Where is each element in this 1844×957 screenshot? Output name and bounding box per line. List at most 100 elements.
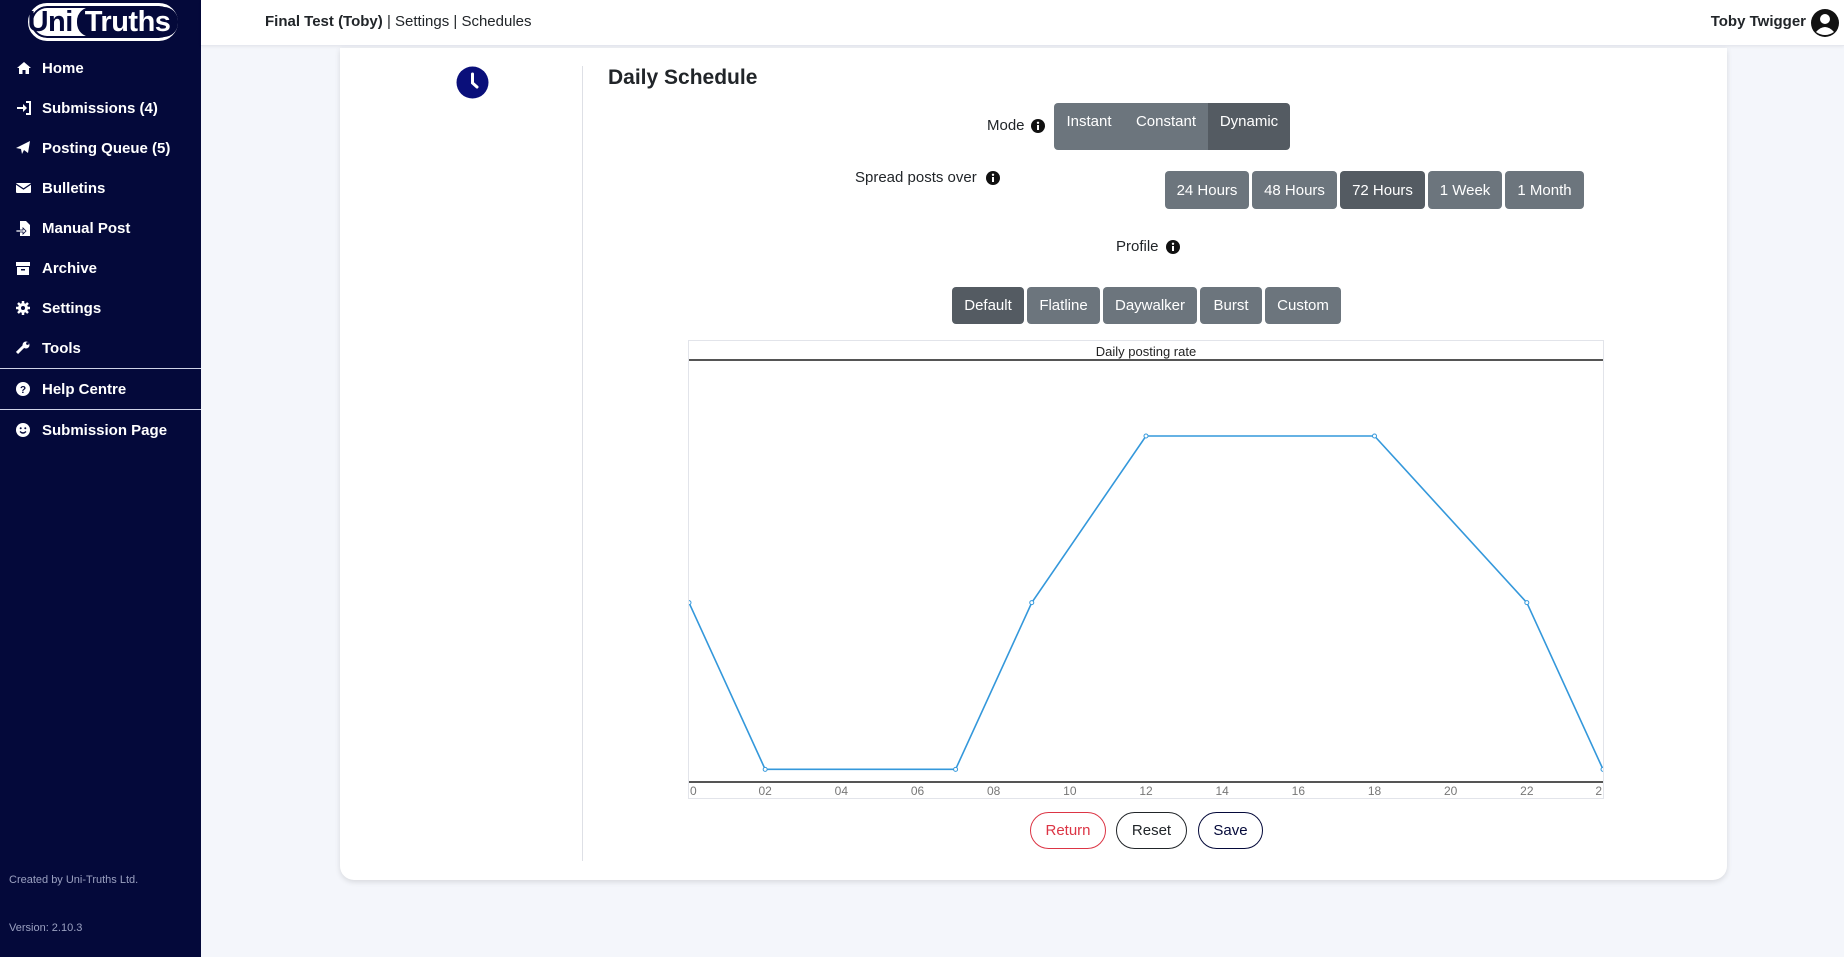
clock-icon — [456, 66, 489, 99]
file-import-icon — [16, 220, 42, 236]
breadcrumb-project[interactable]: Final Test (Toby) — [265, 13, 383, 30]
reset-button[interactable]: Reset — [1116, 812, 1187, 849]
x-tick-label: 16 — [1292, 784, 1306, 798]
data-point — [1600, 766, 1603, 772]
sidebar-item-help-centre[interactable]: ? Help Centre — [0, 369, 201, 409]
archive-icon — [16, 261, 42, 275]
created-by-text: Created by Uni-Truths Ltd. — [9, 874, 139, 886]
x-tick-label: 08 — [987, 784, 1001, 798]
chart-title: Daily posting rate — [1095, 344, 1197, 359]
data-point — [689, 600, 692, 606]
sidebar-divider — [0, 409, 201, 410]
x-tick-label: 18 — [1368, 784, 1382, 798]
x-tick-label: 10 — [1063, 784, 1077, 798]
info-icon[interactable] — [985, 170, 1000, 185]
profile-button-group: Default Flatline Daywalker Burst Custom — [952, 287, 1344, 324]
mode-dynamic-button[interactable]: Dynamic — [1208, 103, 1290, 150]
data-point — [762, 766, 768, 772]
sidebar-item-label: Settings — [42, 299, 102, 317]
info-icon[interactable] — [1165, 239, 1180, 254]
top-bar: Final Test (Toby) | Settings | Schedules… — [201, 0, 1844, 46]
x-tick-label: 02 — [758, 784, 772, 798]
paper-plane-icon — [16, 141, 42, 155]
profile-label: Profile — [1116, 238, 1159, 255]
user-name[interactable]: Toby Twigger — [1710, 13, 1806, 30]
breadcrumb-path: | Settings | Schedules — [382, 13, 532, 30]
sidebar-item-label: Posting Queue (5) — [42, 139, 171, 157]
data-point — [1143, 433, 1149, 439]
save-button[interactable]: Save — [1198, 812, 1263, 849]
mode-instant-button[interactable]: Instant — [1054, 103, 1124, 150]
sidebar-divider — [0, 368, 201, 369]
sidebar: Uni Truths Home Submissions (4) Posting … — [0, 0, 201, 957]
schedule-card: Daily Schedule Mode Instant Constant Dyn… — [340, 48, 1727, 880]
profile-default-button[interactable]: Default — [952, 287, 1024, 324]
section-divider — [582, 66, 583, 861]
data-point — [1524, 600, 1530, 606]
series-line — [689, 435, 1603, 771]
profile-burst-button[interactable]: Burst — [1200, 287, 1262, 324]
data-point — [1029, 600, 1035, 606]
mode-label-row: Mode — [987, 117, 1045, 134]
version-text: Version: 2.10.3 — [9, 922, 83, 934]
sidebar-item-bulletins[interactable]: Bulletins — [0, 168, 201, 208]
sidebar-item-archive[interactable]: Archive — [0, 248, 201, 288]
logo-truths: Truths — [76, 7, 179, 37]
home-icon — [16, 61, 42, 75]
profile-daywalker-button[interactable]: Daywalker — [1103, 287, 1197, 324]
x-tick-label: 20 — [1444, 784, 1458, 798]
page-title: Daily Schedule — [608, 66, 758, 89]
data-point — [953, 766, 959, 772]
mode-constant-button[interactable]: Constant — [1124, 103, 1208, 150]
gear-icon — [16, 301, 42, 315]
sidebar-item-submission-page[interactable]: Submission Page — [0, 410, 201, 450]
mode-label: Mode — [987, 117, 1025, 134]
spread-24-hours-button[interactable]: 24 Hours — [1165, 171, 1249, 209]
x-tick-label: 06 — [911, 784, 925, 798]
x-tick-label: 14 — [1215, 784, 1229, 798]
profile-flatline-button[interactable]: Flatline — [1027, 287, 1100, 324]
x-tick-label: 22 — [1520, 784, 1534, 798]
spread-48-hours-button[interactable]: 48 Hours — [1252, 171, 1337, 209]
spread-button-group: 24 Hours 48 Hours 72 Hours 1 Week 1 Mont… — [1165, 171, 1587, 209]
mode-button-group: Instant Constant Dynamic — [1054, 103, 1290, 150]
uni-truths-logo[interactable]: Uni Truths — [27, 3, 179, 41]
profile-label-row: Profile — [1116, 238, 1180, 255]
spread-label-row: Spread posts over — [855, 169, 1000, 186]
envelope-icon — [16, 182, 42, 194]
sidebar-item-posting-queue[interactable]: Posting Queue (5) — [0, 128, 201, 168]
breadcrumb: Final Test (Toby) | Settings | Schedules — [265, 13, 532, 30]
sidebar-item-label: Tools — [42, 339, 81, 357]
x-tick-label: 2 — [1595, 784, 1602, 798]
x-tick-label: 12 — [1139, 784, 1153, 798]
svg-text:?: ? — [20, 385, 26, 396]
sign-in-icon — [16, 101, 42, 115]
question-circle-icon: ? — [16, 382, 42, 396]
chart-canvas[interactable]: 0 02 04 06 08 10 12 14 16 18 20 22 2 — [689, 341, 1603, 798]
wrench-icon — [16, 341, 42, 355]
user-avatar-icon[interactable] — [1810, 8, 1840, 38]
sidebar-item-label: Help Centre — [42, 380, 127, 398]
daily-posting-rate-chart[interactable]: Daily posting rate 0 02 04 06 08 10 12 14 16 18 20… — [688, 340, 1604, 799]
sidebar-item-tools[interactable]: Tools — [0, 328, 201, 368]
spread-1-month-button[interactable]: 1 Month — [1505, 171, 1584, 209]
sidebar-nav: Home Submissions (4) Posting Queue (5) B… — [0, 48, 201, 450]
spread-label: Spread posts over — [855, 169, 977, 186]
logo-uni: Uni — [27, 5, 74, 38]
sidebar-item-label: Archive — [42, 259, 98, 277]
sidebar-item-label: Submission Page — [42, 421, 168, 439]
smile-icon — [16, 423, 42, 437]
sidebar-item-home[interactable]: Home — [0, 48, 201, 88]
data-point — [1372, 433, 1377, 439]
spread-1-week-button[interactable]: 1 Week — [1428, 171, 1502, 209]
return-button[interactable]: Return — [1030, 812, 1106, 849]
sidebar-item-settings[interactable]: Settings — [0, 288, 201, 328]
info-icon[interactable] — [1030, 118, 1045, 133]
x-tick-label: 0 — [690, 784, 697, 798]
sidebar-item-label: Bulletins — [42, 179, 106, 197]
spread-72-hours-button[interactable]: 72 Hours — [1340, 171, 1425, 209]
sidebar-item-label: Submissions (4) — [42, 99, 158, 117]
sidebar-item-manual-post[interactable]: Manual Post — [0, 208, 201, 248]
sidebar-item-submissions[interactable]: Submissions (4) — [0, 88, 201, 128]
profile-custom-button[interactable]: Custom — [1265, 287, 1341, 324]
